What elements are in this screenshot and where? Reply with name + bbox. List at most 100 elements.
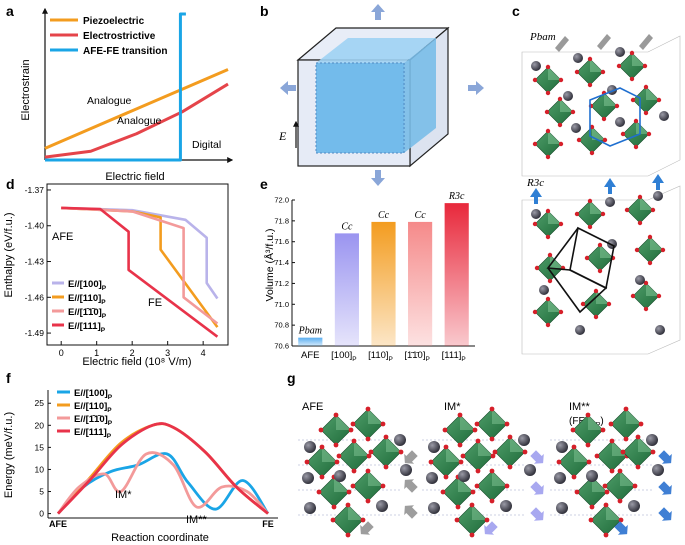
x-tick-afe: AFE [49, 519, 67, 529]
y-tick-label: 71.4 [274, 258, 289, 267]
x-tick-label: 0 [59, 348, 64, 358]
pb-atom [518, 434, 530, 446]
x-tick-label: 4 [201, 348, 206, 358]
displacement-arrow-icon [404, 505, 418, 519]
panel-d-ylabel: Enthalpy (eV/f.u.) [3, 213, 15, 298]
panel-label-b: b [260, 3, 269, 19]
y-tick-label: 0 [39, 509, 44, 519]
r3c-octahedron [580, 288, 612, 320]
y-tick-label: -1.49 [25, 328, 45, 338]
pb-atom [554, 472, 566, 484]
pb-atom [659, 111, 669, 121]
legend-piezo: Piezoelectric [83, 16, 145, 27]
pb-atom [334, 470, 346, 482]
octahedron [316, 474, 352, 510]
octahedra-panel-1 [422, 406, 544, 538]
panel-g: g AFE IM* IM** (FE111P) [287, 370, 672, 538]
displacement-arrow-icon [404, 479, 418, 493]
octahedron [350, 406, 386, 442]
y-tick-label: -1.37 [25, 185, 45, 195]
displacement-arrow-icon [404, 450, 418, 464]
volume-bar [408, 221, 433, 346]
volume-bar [334, 233, 359, 346]
displacement-arrow-icon [658, 481, 672, 495]
pb-atom [531, 209, 541, 219]
panel-a-ylabel: Electrostrain [20, 59, 32, 120]
octahedron [588, 502, 624, 538]
y-tick-label: 20 [35, 420, 45, 430]
r3c-octahedron [532, 296, 564, 328]
octahedron [474, 468, 510, 504]
octahedron [336, 438, 372, 474]
pbam-octahedron [630, 84, 662, 116]
octahedra-structure-images [298, 406, 672, 538]
pb-atom [556, 441, 568, 453]
r3c-structure-image [521, 174, 681, 355]
pb-atom [652, 464, 664, 476]
pb-atom [394, 434, 406, 446]
pb-atom [615, 47, 625, 57]
pb-atom [376, 500, 388, 512]
legend-entry: E//[100]P [74, 388, 113, 401]
panel-d-lines [61, 206, 219, 338]
panel-d-legend: E//[100]PE//[110]PE//[1̄1̄0]PE//[111]P [52, 279, 107, 334]
displacement-arrow-icon [360, 521, 374, 535]
bar-category-label: AFE [301, 350, 319, 361]
displacement-arrow-icon [530, 481, 544, 495]
phase-label-r3c: R3c [526, 177, 544, 189]
annotation-analogue-2: Analogue [117, 115, 162, 127]
panel-label-d: d [6, 176, 15, 192]
octahedra-panel-0 [298, 406, 418, 538]
electro-line [44, 82, 229, 159]
octahedron [556, 444, 592, 480]
y-tick-label: 70.8 [274, 321, 289, 330]
g-title-im-star: IM* [444, 401, 461, 413]
panel-d-frame [46, 183, 229, 346]
pb-atom [304, 441, 316, 453]
pb-atom [302, 472, 314, 484]
pb-atom [653, 191, 663, 201]
volume-bar [444, 203, 469, 346]
octahedron [318, 412, 354, 448]
panel-label-g: g [287, 370, 296, 386]
pb-atom [458, 470, 470, 482]
pbam-octahedron [574, 56, 606, 88]
x-tick-label: 2 [130, 348, 135, 358]
octahedron [350, 468, 386, 504]
octahedron [368, 434, 404, 470]
pb-atom [575, 325, 585, 335]
panel-label-a: a [6, 3, 14, 19]
panel-d-xlabel: Electric field (10⁸ V/m) [82, 356, 191, 368]
pbam-octahedron [620, 118, 652, 150]
piezo-line [44, 68, 229, 150]
legend-entry: E//[110]P [68, 293, 106, 306]
octahedron [620, 434, 656, 470]
y-tick-label: 15 [35, 442, 45, 452]
arrow-right-icon [468, 81, 484, 95]
enthalpy-line-3 [61, 206, 219, 338]
blue-arrow-icon [604, 178, 616, 194]
y-tick-label: -1.43 [25, 257, 45, 267]
displacement-arrow-icon [530, 450, 544, 464]
y-tick-label: 5 [39, 487, 44, 497]
pb-atom [400, 464, 412, 476]
y-tick-label: 25 [35, 398, 45, 408]
panel-f-xlabel: Reaction coordinate [111, 532, 209, 544]
arrow-left-icon [280, 81, 296, 95]
r3c-octahedron [630, 280, 662, 312]
blue-arrow-icon [530, 188, 542, 204]
bar-category-label: [100]P [331, 350, 356, 363]
annotation-im-dstar: IM** [186, 514, 208, 526]
pbam-octahedron [532, 64, 564, 96]
octahedron [442, 412, 478, 448]
x-tick-fe: FE [262, 519, 274, 529]
inner-slab-top [316, 38, 436, 63]
pb-atom [605, 197, 615, 207]
inner-slab-side [404, 38, 436, 153]
pb-atom [500, 500, 512, 512]
panel-b: b E [260, 3, 484, 186]
pb-atom [428, 441, 440, 453]
octahedron [492, 434, 528, 470]
panel-a: a Electrostrain Electric field Piezoelec… [6, 3, 234, 183]
panel-e-ylabel: Volume (Å³/f.u.) [263, 229, 276, 302]
